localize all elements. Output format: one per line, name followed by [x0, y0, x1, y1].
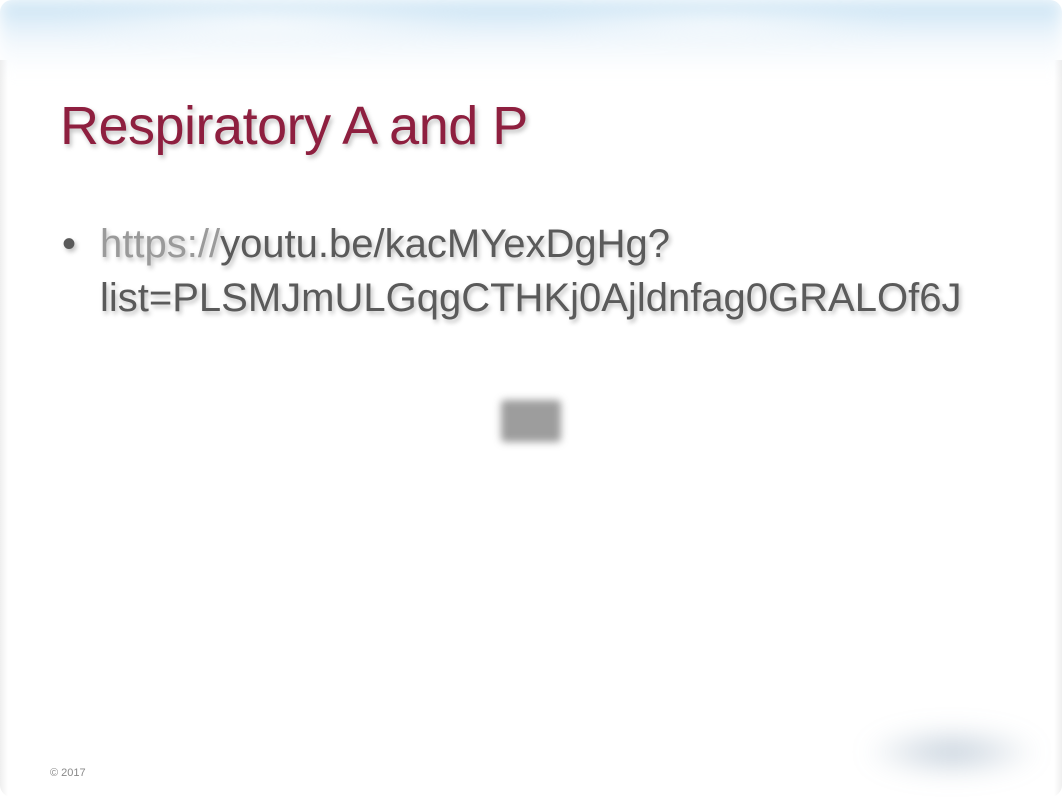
slide-title: Respiratory A and P	[60, 95, 1002, 157]
url-protocol-text: https://	[100, 222, 220, 266]
copyright-text: © 2017	[50, 767, 86, 779]
bullet-list: https://youtu.be/kacMYexDgHg?list=PLSMJm…	[60, 217, 1002, 325]
bullet-item-url[interactable]: https://youtu.be/kacMYexDgHg?list=PLSMJm…	[100, 217, 1002, 325]
slide-content: Respiratory A and P https://youtu.be/kac…	[0, 0, 1062, 797]
presentation-slide: Respiratory A and P https://youtu.be/kac…	[0, 0, 1062, 797]
url-path-text: youtu.be/kacMYexDgHg?list=PLSMJmULGqgCTH…	[100, 222, 961, 320]
center-overlay-box	[501, 400, 561, 442]
decorative-logo-blur	[862, 727, 1042, 777]
